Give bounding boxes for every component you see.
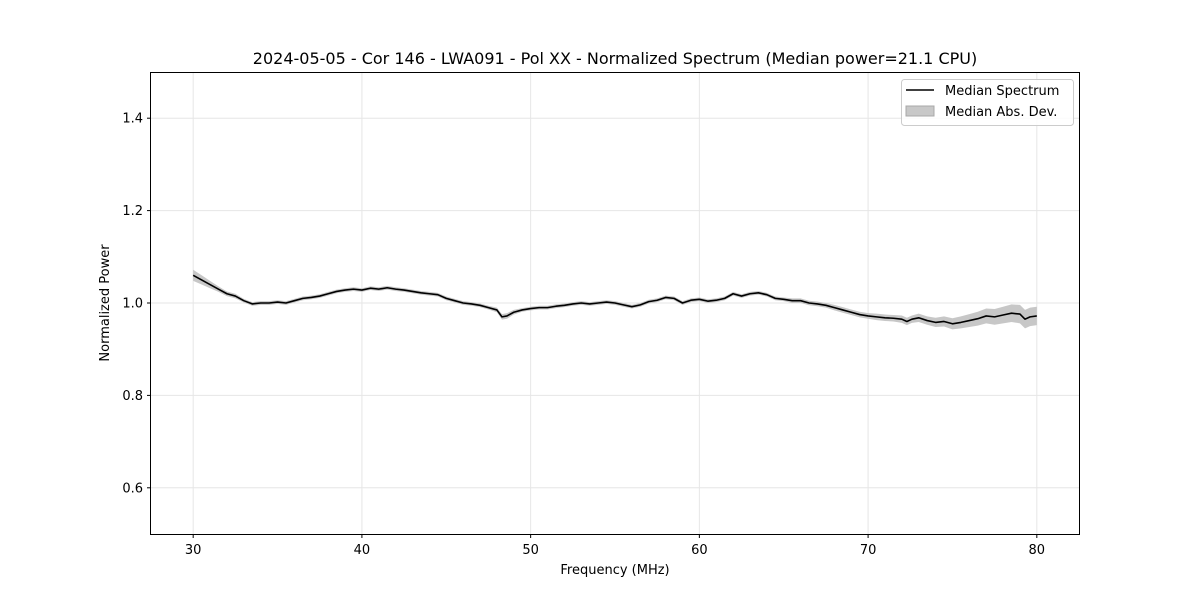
x-axis-ticks: 30 40 50 60 70 80 bbox=[185, 534, 1045, 558]
y-tick-label: 0.8 bbox=[122, 389, 143, 404]
x-tick-label: 80 bbox=[1029, 543, 1046, 558]
y-axis-ticks: 0.6 0.8 1.0 1.2 1.4 bbox=[122, 112, 151, 496]
x-tick-label: 70 bbox=[860, 543, 877, 558]
x-tick-label: 40 bbox=[354, 543, 371, 558]
legend-box bbox=[901, 79, 1074, 126]
y-tick-label: 1.0 bbox=[122, 297, 143, 312]
x-axis-label: Frequency (MHz) bbox=[560, 563, 669, 578]
x-tick-label: 30 bbox=[185, 543, 202, 558]
y-tick-label: 0.6 bbox=[122, 481, 143, 496]
x-tick-label: 60 bbox=[691, 543, 708, 558]
chart-title: 2024-05-05 - Cor 146 - LWA091 - Pol XX -… bbox=[253, 49, 977, 68]
y-axis-label: Normalized Power bbox=[98, 244, 113, 362]
legend-label-median: Median Spectrum bbox=[945, 84, 1059, 99]
y-tick-label: 1.4 bbox=[122, 112, 143, 127]
legend-band-swatch bbox=[905, 105, 935, 117]
y-tick-label: 1.2 bbox=[122, 204, 143, 219]
median-line-layer bbox=[192, 274, 1037, 325]
legend: Median Spectrum Median Abs. Dev. bbox=[901, 79, 1074, 126]
median-spectrum-line bbox=[192, 274, 1037, 325]
x-tick-label: 50 bbox=[522, 543, 539, 558]
legend-label-mad: Median Abs. Dev. bbox=[945, 105, 1057, 120]
